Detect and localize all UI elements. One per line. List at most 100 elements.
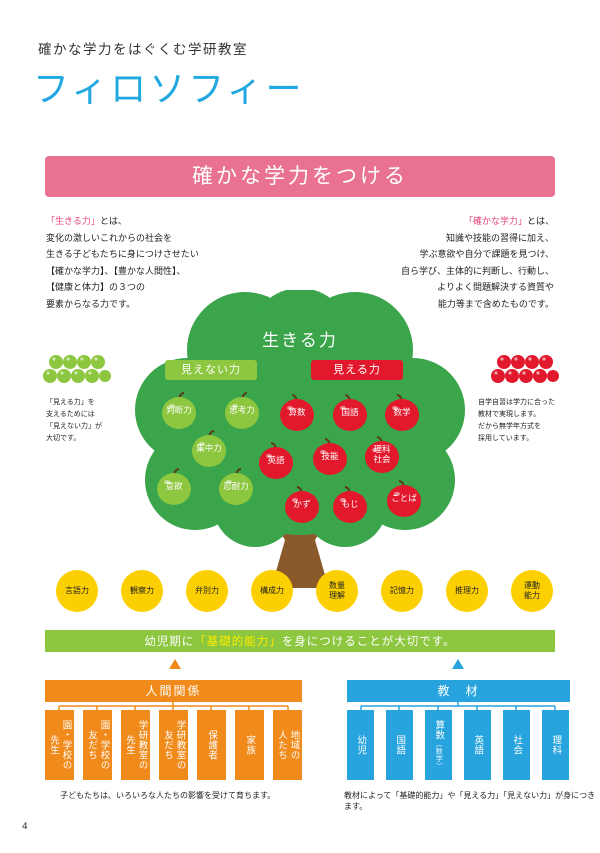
human-item: 地域の 人たち [273,710,302,780]
tree-title: 生きる力 [262,331,338,351]
para-line: 変化の激しいこれからの社会を [46,233,173,244]
material-item: 社会 [503,710,530,780]
bar-text: を身につけることが大切です。 [281,634,456,648]
item-line: 友だち [86,730,97,760]
apple-label: 理科 社会 [373,445,391,465]
page-subtitle: 確かな学力をはぐくむ学研教室 [38,42,248,58]
item-line: 保護者 [206,730,218,760]
para-line: 生きる子どもたちに身につけさせたい [46,250,199,260]
item-line: 地域の [288,730,300,760]
skill-circle: 言語力 [56,570,98,612]
skill-label: 推理力 [455,586,479,595]
bar-text: 幼児期に [144,634,195,648]
material-item: 理科 [542,710,569,780]
skill-circle: 運動 能力 [511,570,553,612]
bar-highlight: 「基礎的能力」 [194,634,282,648]
kisoteki-nouryoku-bar: 幼児期に「基礎的能力」を身につけることが大切です。 [45,630,555,652]
human-item: 学研教室の 先生 [121,710,150,780]
human-item: 園・学校の 先生 [45,710,74,780]
apple-label: 集中力 [196,444,222,454]
para-line: 【健康と体力】の３つの [46,283,146,293]
apple-label: 技能 [321,452,339,462]
note-line: 自学自習は学力に合った [478,398,555,406]
item-line: 先生 [48,735,59,755]
left-side-note: 「見える力」を 支えるためには 「見えない力」が 大切です。 [46,396,126,444]
para-line: 自ら学び、主体的に判断し、行動し、 [400,266,554,277]
item-line: 先生 [124,735,135,755]
page-number: 4 [22,822,28,832]
item-sub: （数学） [435,740,444,770]
skill-circle: 数量 理解 [316,570,358,612]
human-item: 保護者 [197,710,226,780]
note-line: 支えるためには [46,410,95,418]
note-line: 大切です。 [46,434,81,442]
skill-circle: 観察力 [121,570,163,612]
item-line: 社会 [511,735,523,755]
up-arrow-icon [169,659,181,669]
para-line: 知識や技能の習得に加え、 [445,233,554,244]
apple-label: 意欲 [165,482,183,492]
highlight-term: 「生きる力」 [46,217,100,227]
note-line: だから無学年方式を [478,422,541,430]
material-item: 算数 （数学） [425,710,452,780]
apple-label: 数学 [393,408,411,418]
red-apple: かず [283,486,321,524]
human-footnote: 子どもたちは、いろいろな人たちの影響を受けて育ちます。 [60,791,276,800]
apple-label: 国語 [341,408,359,418]
materials-footnote: 教材によって「基礎的能力」や「見える力」「見えない力」が身につきます。 [344,791,596,811]
green-apple: 忍耐力 [217,468,255,506]
skill-label: 言語力 [65,586,89,595]
item-line: 学研教室の [136,720,148,770]
note-line: 採用しています。 [478,434,534,442]
tashikana-gakuryoku-description: 「確かな学力」とは、 知識や技能の習得に加え、 学ぶ意欲や自分で課題を見つけ、 … [324,214,554,313]
item-line: 理科 [550,735,562,755]
green-apple: 意欲 [155,468,193,506]
para-line: 要素からなる力です。 [46,299,136,310]
item-line: 家族 [244,735,256,755]
skill-circle: 構成力 [251,570,293,612]
up-arrow-icon [452,659,464,669]
red-apple: 算数 [278,394,316,432]
skill-circle: 記憶力 [381,570,423,612]
item-line: 友だち [162,730,173,760]
skill-circle: 弁別力 [186,570,228,612]
red-apple: 国語 [331,394,369,432]
red-apple: 英語 [257,442,295,480]
materials-heading: 教 材 [347,680,570,702]
ikiru-chikara-description: 「生きる力」とは、 変化の激しいこれからの社会を 生きる子どもたちに身につけさせ… [46,214,276,313]
skill-label: 記憶力 [390,586,414,595]
red-apple: 理科 社会 [363,436,401,474]
para-line: よりよく問題解決する資質や [437,283,554,293]
item-line: 学研教室の [174,720,186,770]
red-apple: もじ [331,486,369,524]
human-item: 学研教室の 友だち [159,710,188,780]
red-apple: 数学 [383,394,421,432]
apple-label: 忍耐力 [223,482,249,492]
material-item: 国語 [386,710,413,780]
red-apple-pile-icon [490,352,560,388]
main-banner: 確かな学力をつける [45,156,555,197]
green-apple: 集中力 [190,430,228,468]
page-title: フィロソフィー [33,69,305,110]
item-line: 算数 [433,720,445,740]
right-side-note: 自学自習は学力に合った 教材で実現します。 だから無学年方式を 採用しています。 [478,396,568,444]
materials-connector-lines [360,702,556,710]
item-line: 英語 [472,735,484,755]
item-line: 人たち [276,730,287,760]
highlight-term: 「確かな学力」 [463,217,527,227]
apple-label: 算数 [288,408,306,418]
item-line: 園・学校の [60,720,72,770]
item-line: 国語 [394,735,406,755]
apple-label: 判断力 [166,406,192,416]
skill-circle: 推理力 [446,570,488,612]
note-line: 教材で実現します。 [478,410,541,418]
para-text: とは、 [99,217,127,227]
skill-label: 観察力 [130,586,154,595]
human-item: 園・学校の 友だち [83,710,112,780]
note-line: 「見えない力」が [46,422,102,430]
material-item: 英語 [464,710,491,780]
skill-label: 運動 能力 [524,581,540,600]
apple-label: もじ [341,500,359,510]
human-connector-lines [58,702,289,710]
skill-label: 構成力 [260,586,284,595]
